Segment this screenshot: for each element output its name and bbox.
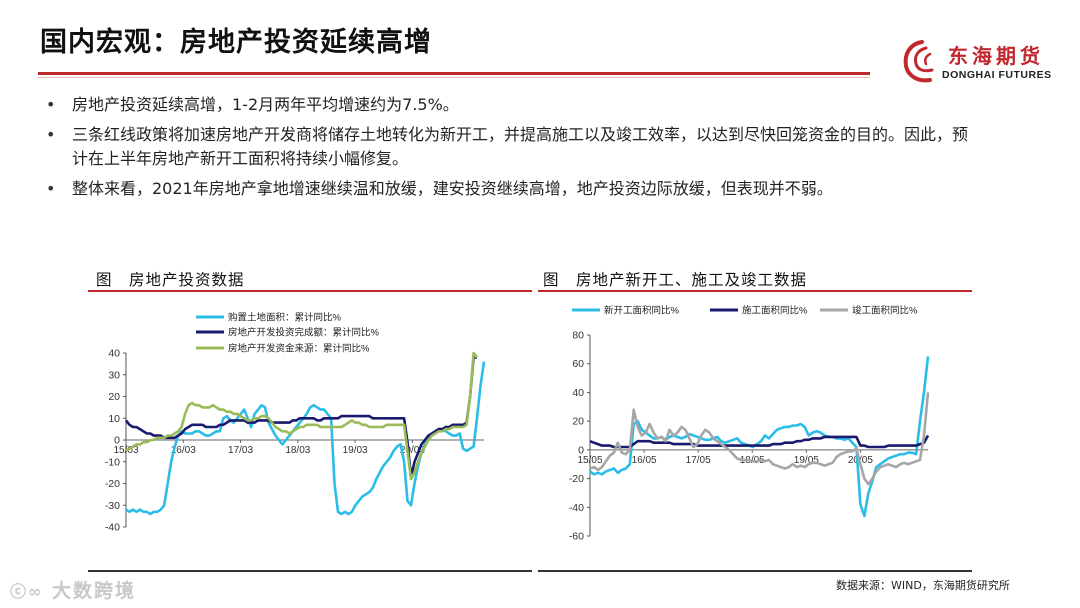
x-tick-label: 16/03	[171, 445, 196, 456]
x-tick-label: 19/03	[343, 445, 368, 456]
x-tick-label: 20/03	[400, 445, 425, 456]
data-source-note: 数据来源：WIND，东海期货研究所	[836, 579, 1010, 592]
logo-text-cn: 东海期货	[948, 44, 1044, 68]
title-divider	[38, 72, 870, 75]
y-tick-label: -20	[105, 478, 120, 490]
y-tick-label: 20	[572, 416, 584, 428]
legend-label: 新开工面积同比%	[604, 305, 680, 317]
x-tick-label: 16/05	[632, 455, 657, 466]
y-tick-label: 0	[114, 435, 120, 447]
title-divider-thin	[38, 77, 870, 78]
x-tick-label: 15/05	[577, 455, 602, 466]
y-tick-label: 60	[572, 358, 584, 370]
y-tick-label: 30	[108, 369, 120, 381]
y-tick-label: 40	[108, 348, 120, 360]
x-tick-label: 19/05	[794, 455, 819, 466]
logo-mark-icon	[903, 40, 934, 83]
brand-logo	[900, 38, 1060, 86]
series-line-3	[589, 392, 930, 486]
logo-text-en: DONGHAI FUTURES	[942, 69, 1052, 81]
x-tick-label: 18/03	[285, 445, 310, 456]
page-title: 国内宏观：房地产投资延续高增	[40, 27, 432, 58]
right-figure-title: 图 房地产新开工、施工及竣工数据	[543, 271, 808, 289]
y-tick-label: 10	[108, 413, 120, 425]
y-tick-label: 20	[108, 391, 120, 403]
bullet-item: 整体来看，2021年房地产拿地增速继续温和放缓，建安投资继续高增，地产投资边际放…	[44, 177, 974, 201]
watermark-text: 大数跨境	[51, 580, 136, 602]
y-tick-label: -40	[569, 502, 584, 514]
left-figure-top-rule	[88, 290, 532, 292]
right-figure-bottom-rule	[538, 570, 972, 572]
legend-label: 竣工面积同比%	[852, 305, 918, 317]
y-tick-label: -40	[105, 522, 120, 534]
y-tick-label: -30	[105, 500, 120, 512]
y-tick-label: 0	[578, 444, 584, 456]
bullet-list: 房地产投资延续高增，1-2月两年平均增速约为7.5%。 三条红线政策将加速房地产…	[44, 93, 974, 207]
y-tick-label: -20	[569, 473, 584, 485]
bullet-item: 三条红线政策将加速房地产开发商将储存土地转化为新开工，并提高施工以及竣工效率，以…	[44, 123, 974, 171]
legend-label: 购置土地面积：累计同比%	[228, 312, 342, 324]
bullet-item: 房地产投资延续高增，1-2月两年平均增速约为7.5%。	[44, 93, 974, 117]
left-figure-title: 图 房地产投资数据	[96, 271, 245, 289]
legend-label: 房地产开发投资完成额：累计同比%	[228, 327, 380, 339]
x-tick-label: 17/05	[686, 455, 711, 466]
watermark: ⓒ∞ 大数跨境	[10, 576, 136, 603]
series-line-2	[589, 434, 930, 449]
x-tick-label: 17/03	[228, 445, 253, 456]
y-tick-label: 40	[572, 387, 584, 399]
y-tick-label: -10	[105, 456, 120, 468]
series-line-2	[124, 356, 477, 479]
y-tick-label: 80	[572, 330, 584, 342]
legend-label: 施工面积同比%	[742, 305, 808, 317]
legend-label: 房地产开发资金来源：累计同比%	[228, 343, 370, 355]
series-line-3	[125, 351, 479, 481]
y-tick-label: -60	[569, 531, 584, 543]
left-figure-bottom-rule	[88, 570, 532, 572]
watermark-logo-icon: ⓒ∞	[10, 582, 44, 601]
right-figure-top-rule	[538, 290, 972, 292]
